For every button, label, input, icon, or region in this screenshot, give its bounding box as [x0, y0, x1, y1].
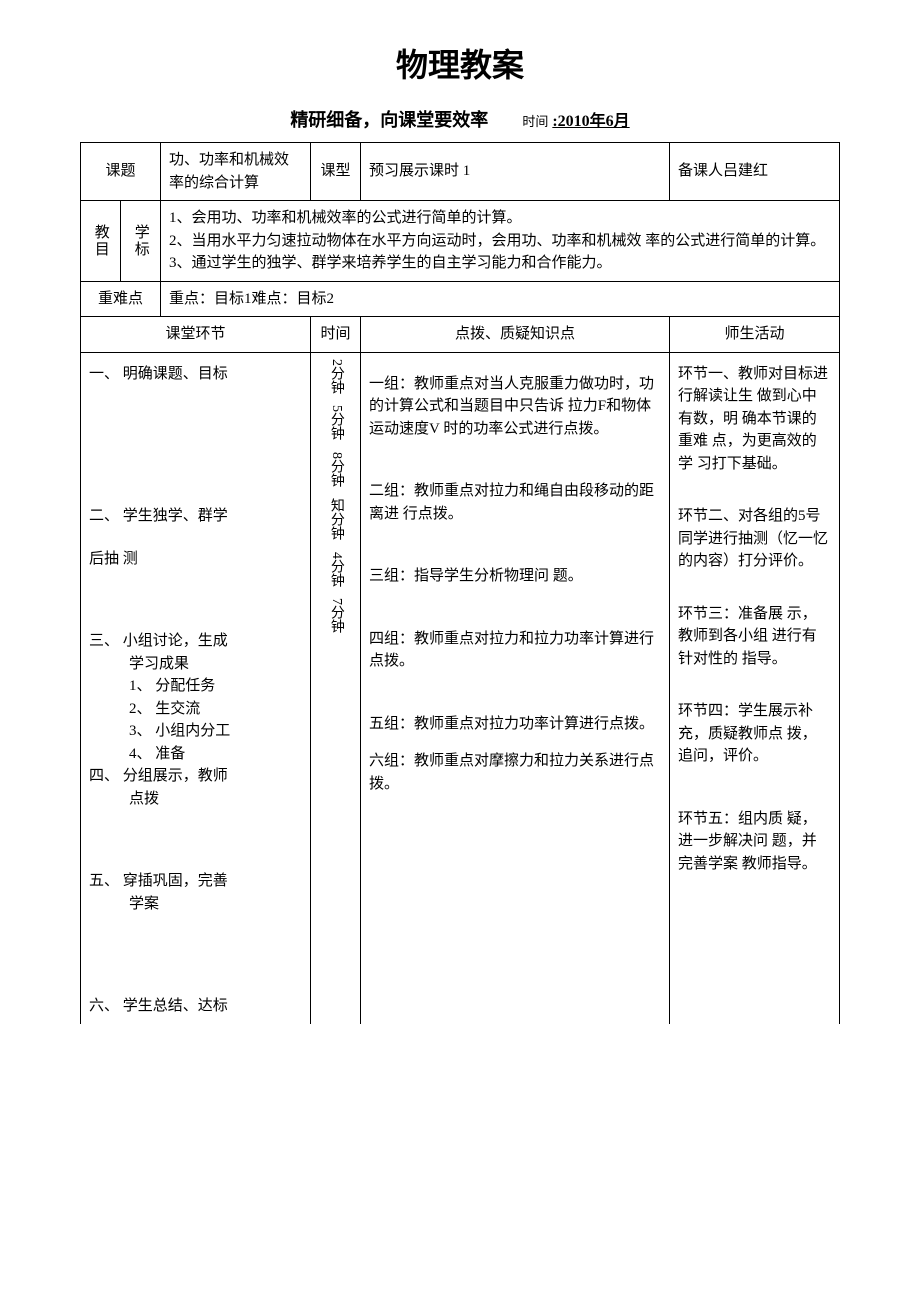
difficulty-label: 重难点: [81, 281, 161, 317]
goal-content: 1、会用功、功率和机械效率的公式进行简单的计算。 2、当用水平力匀速拉动物体在水…: [161, 201, 840, 282]
subtitle-row: 精研细备，向课堂要效率 时间 :2010年6月: [80, 106, 840, 132]
knowledge-item: 六组：教师重点对摩擦力和拉力关系进行点拨。: [369, 750, 661, 795]
env-item: 五、 穿插巩固，完善: [89, 870, 302, 893]
knowledge-item: 一组：教师重点对当人克服重力做功时，功的计算公式和当题目中只告诉 拉力F和物体运…: [369, 373, 661, 441]
activity-item: 环节五：组内质 疑，进一步解决问 题，并完善学案 教师指导。: [678, 808, 831, 876]
time-item: 5分钟: [327, 405, 344, 440]
env-cell: 一、 明确课题、目标 二、 学生独学、群学 后抽 测 三、 小组讨论，生成 学习…: [81, 352, 311, 1024]
col-activity: 师生活动: [670, 317, 840, 353]
env-item: 六、 学生总结、达标: [89, 995, 302, 1018]
env-item: 1、 分配任务: [89, 675, 302, 698]
goal-label-a: 教目: [81, 201, 121, 282]
env-item: 学习成果: [89, 653, 302, 676]
env-item: 二、 学生独学、群学: [89, 505, 302, 528]
time-item: 2分钟: [327, 359, 344, 394]
time-item: 4分钟: [327, 552, 344, 587]
time-cell: 2分钟 5分钟 8分钟 知分钟 4分钟 7分钟: [311, 352, 361, 1024]
table-row: 课堂环节 时间 点拨、质疑知识点 师生活动: [81, 317, 840, 353]
env-item: 后抽 测: [89, 548, 302, 571]
table-row: 一、 明确课题、目标 二、 学生独学、群学 后抽 测 三、 小组讨论，生成 学习…: [81, 352, 840, 1024]
time-value: :2010年6月: [552, 113, 629, 130]
col-knowledge: 点拨、质疑知识点: [361, 317, 670, 353]
env-item: 三、 小组讨论，生成: [89, 630, 302, 653]
activity-item: 环节二、对各组的5号同学进行抽测（忆一忆的内容）打分评价。: [678, 505, 831, 573]
type-label: 课型: [311, 143, 361, 201]
activity-cell: 环节一、教师对目标进行解读让生 做到心中有数，明 确本节课的重难 点，为更高效的…: [670, 352, 840, 1024]
page-title: 物理教案: [80, 40, 840, 86]
table-row: 重难点 重点：目标1难点：目标2: [81, 281, 840, 317]
type-value: 预习展示课时 1: [361, 143, 670, 201]
subtitle-main: 精研细备，向课堂要效率: [290, 110, 488, 130]
knowledge-item: 五组：教师重点对拉力功率计算进行点拨。: [369, 713, 661, 736]
knowledge-item: 四组：教师重点对拉力和拉力功率计算进行点拨。: [369, 628, 661, 673]
time-label: 时间: [522, 114, 548, 129]
env-item: 一、 明确课题、目标: [89, 363, 302, 386]
difficulty-content: 重点：目标1难点：目标2: [161, 281, 840, 317]
env-item: 3、 小组内分工: [89, 720, 302, 743]
env-item: 点拨: [89, 788, 302, 811]
table-row: 教目 学标 1、会用功、功率和机械效率的公式进行简单的计算。 2、当用水平力匀速…: [81, 201, 840, 282]
topic-label: 课题: [81, 143, 161, 201]
col-time: 时间: [311, 317, 361, 353]
env-item: 4、 准备: [89, 743, 302, 766]
time-item: 7分钟: [327, 598, 344, 633]
activity-item: 环节四：学生展示补充，质疑教师点 拨，追问，评价。: [678, 700, 831, 768]
col-env: 课堂环节: [81, 317, 311, 353]
topic-value: 功、功率和机械效率的综合计算: [161, 143, 311, 201]
time-item: 知分钟: [327, 498, 344, 540]
env-item: 四、 分组展示，教师: [89, 765, 302, 788]
env-item: 2、 生交流: [89, 698, 302, 721]
knowledge-item: 三组：指导学生分析物理问 题。: [369, 565, 661, 588]
activity-item: 环节三：准备展 示，教师到各小组 进行有针对性的 指导。: [678, 603, 831, 671]
knowledge-item: 二组：教师重点对拉力和绳自由段移动的距离进 行点拨。: [369, 480, 661, 525]
knowledge-cell: 一组：教师重点对当人克服重力做功时，功的计算公式和当题目中只告诉 拉力F和物体运…: [361, 352, 670, 1024]
time-item: 8分钟: [327, 452, 344, 487]
env-item: 学案: [89, 893, 302, 916]
lesson-table: 课题 功、功率和机械效率的综合计算 课型 预习展示课时 1 备课人吕建红 教目 …: [80, 142, 840, 1024]
table-row: 课题 功、功率和机械效率的综合计算 课型 预习展示课时 1 备课人吕建红: [81, 143, 840, 201]
author: 备课人吕建红: [670, 143, 840, 201]
activity-item: 环节一、教师对目标进行解读让生 做到心中有数，明 确本节课的重难 点，为更高效的…: [678, 363, 831, 476]
goal-label-b: 学标: [121, 201, 161, 282]
